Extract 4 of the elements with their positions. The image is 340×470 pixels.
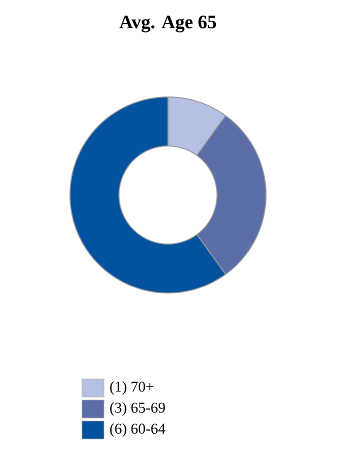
legend-label: (1) 70+ (110, 381, 154, 395)
chart-title: Avg. Age 65 (119, 16, 216, 32)
legend-label: (3) 65-69 (110, 402, 165, 416)
legend-label: (6) 60-64 (110, 423, 166, 437)
